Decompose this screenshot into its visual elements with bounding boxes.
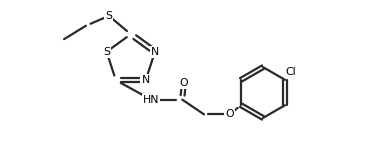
- Text: S: S: [103, 47, 110, 57]
- Text: O: O: [225, 109, 234, 119]
- Text: Cl: Cl: [285, 67, 296, 77]
- Text: N: N: [142, 75, 150, 85]
- Text: S: S: [105, 11, 112, 21]
- Text: O: O: [180, 78, 188, 88]
- Text: HN: HN: [143, 95, 160, 105]
- Text: N: N: [151, 47, 159, 57]
